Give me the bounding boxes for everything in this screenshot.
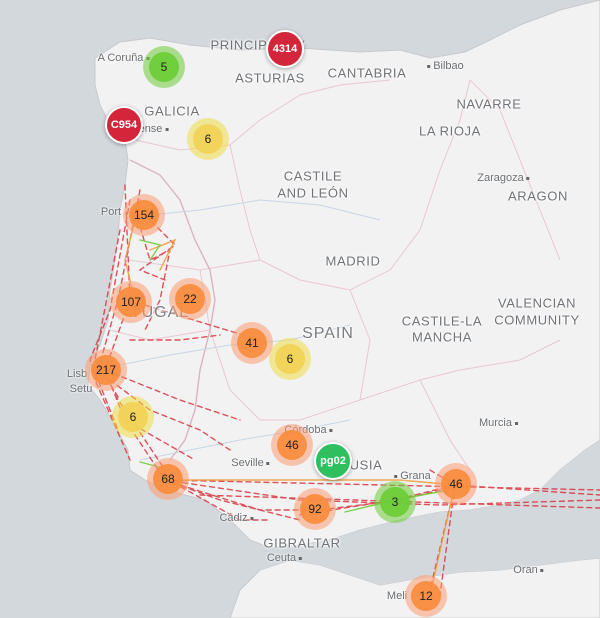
cluster-count: 5 <box>149 52 179 82</box>
cluster-marker[interactable]: 92 <box>294 488 336 530</box>
vehicle-marker-pg02[interactable]: pg02 <box>314 442 352 480</box>
cluster-count: 6 <box>118 402 148 432</box>
cluster-count: 41 <box>237 328 267 358</box>
cluster-count: 12 <box>411 581 441 611</box>
cluster-marker[interactable]: 6 <box>269 338 311 380</box>
cluster-marker[interactable]: 12 <box>405 575 447 617</box>
vehicle-marker-4314[interactable]: 4314 <box>266 30 304 68</box>
cluster-count: 3 <box>380 487 410 517</box>
cluster-marker[interactable]: 6 <box>112 396 154 438</box>
cluster-marker[interactable]: 5 <box>143 46 185 88</box>
cluster-marker[interactable]: 68 <box>147 458 189 500</box>
cluster-marker[interactable]: 46 <box>435 463 477 505</box>
cluster-count: 217 <box>91 355 121 385</box>
cluster-marker[interactable]: 22 <box>169 278 211 320</box>
cluster-count: 46 <box>441 469 471 499</box>
cluster-count: 6 <box>275 344 305 374</box>
cluster-marker[interactable]: 41 <box>231 322 273 364</box>
cluster-count: 6 <box>193 124 223 154</box>
cluster-marker[interactable]: 46 <box>271 424 313 466</box>
cluster-count: 46 <box>277 430 307 460</box>
cluster-marker[interactable]: 3 <box>374 481 416 523</box>
cluster-marker[interactable]: 217 <box>85 349 127 391</box>
cluster-count: 92 <box>300 494 330 524</box>
cluster-marker[interactable]: 6 <box>187 118 229 160</box>
cluster-count: 107 <box>116 287 146 317</box>
cluster-count: 68 <box>153 464 183 494</box>
cluster-marker[interactable]: 107 <box>110 281 152 323</box>
cluster-marker[interactable]: 154 <box>123 194 165 236</box>
cluster-count: 154 <box>129 200 159 230</box>
cluster-count: 22 <box>175 284 205 314</box>
vehicle-marker-c954[interactable]: C954 <box>105 106 143 144</box>
